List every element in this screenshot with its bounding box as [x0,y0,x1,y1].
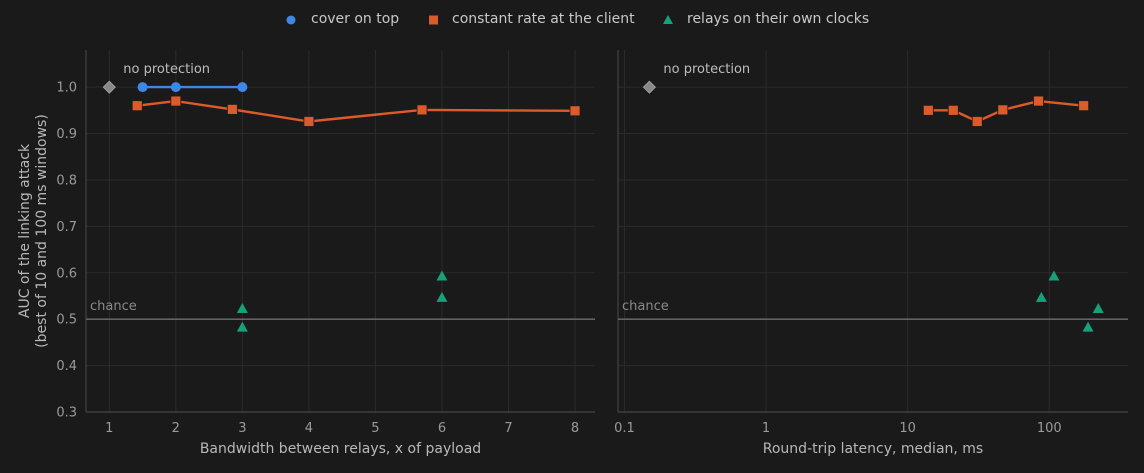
left-x-tick-label: 7 [504,421,512,436]
right-panel: 0.1 1 10 100 Round-trip latency, median, ms c… [614,50,1128,457]
left-chance-label: chance [90,299,137,314]
right-point-relays-on-their-own-clocks [1035,291,1047,302]
right-no-protection-marker [642,80,656,94]
right-chance-label: chance [622,299,669,314]
y-axis-label: AUC of the linking attack(best of 10 and… [17,114,50,348]
legend-marker-relays-clocks [663,15,673,24]
left-x-tick-label: 1 [105,421,113,436]
left-series-line-constant-rate-at-the-client [137,99,576,123]
right-no-protection-label: no protection [663,62,750,77]
left-point-constant-rate-at-the-client [131,100,143,112]
left-point-constant-rate-at-the-client [569,105,581,117]
legend-label-constant-rate: constant rate at the client [452,11,635,27]
legend: cover on top constant rate at the client… [286,11,869,27]
left-point-cover-on-top [170,82,181,93]
right-point-constant-rate-at-the-client [1033,95,1044,107]
right-x-axis-label: Round-trip latency, median, ms [763,441,983,457]
left-x-tick-label: 4 [305,421,313,436]
y-tick-label: 0.8 [56,173,77,188]
y-tick-label: 0.9 [56,127,77,142]
right-point-constant-rate-at-the-client [947,104,959,116]
y-axis-label-line: AUC of the linking attack [17,143,33,318]
right-point-constant-rate-at-the-client [1078,100,1090,112]
legend-marker-cover [286,15,296,25]
right-x-tick-label: 100 [1037,421,1062,436]
right-x-tick-label: 0.1 [614,421,635,436]
y-tick-label: 0.3 [56,406,77,421]
left-point-cover-on-top [237,82,248,93]
left-point-relays-on-their-own-clocks [236,321,248,332]
y-tick-label: 0.6 [56,266,77,281]
left-point-relays-on-their-own-clocks [436,270,448,281]
left-point-constant-rate-at-the-client [303,116,315,127]
y-tick-label: 0.7 [56,220,77,235]
legend-marker-constant-rate [429,15,438,25]
right-point-constant-rate-at-the-client [971,116,983,127]
y-axis-label-line: (best of 10 and 100 ms windows) [34,114,50,348]
y-tick-label: 0.5 [56,313,77,328]
left-x-tick-label: 3 [238,421,246,436]
left-point-constant-rate-at-the-client [170,95,182,107]
legend-label-cover: cover on top [311,11,399,27]
right-point-relays-on-their-own-clocks [1048,270,1060,281]
left-point-constant-rate-at-the-client [416,104,428,116]
legend-label-relays-clocks: relays on their own clocks [687,11,869,27]
left-no-protection-label: no protection [123,62,210,77]
left-x-tick-label: 6 [438,421,446,436]
right-point-constant-rate-at-the-client [922,104,934,116]
left-x-tick-label: 8 [571,421,579,436]
y-tick-label: 1.0 [56,81,77,96]
left-point-relays-on-their-own-clocks [436,291,448,302]
left-point-relays-on-their-own-clocks [236,303,248,314]
right-x-tick-label: 1 [762,421,770,436]
left-no-protection-marker [102,80,116,94]
right-point-relays-on-their-own-clocks [1082,321,1094,332]
left-point-cover-on-top [137,82,148,93]
left-panel: 1 2 3 4 5 6 7 8 0.3 0.4 0.5 0.6 0.7 0.8 0.9 1.0 Bandwidt… [17,50,595,457]
left-x-tick-label: 5 [371,421,379,436]
left-x-tick-label: 2 [172,421,180,436]
right-point-constant-rate-at-the-client [997,104,1009,116]
y-tick-label: 0.4 [56,359,77,374]
left-point-constant-rate-at-the-client [226,104,238,115]
left-x-axis-label: Bandwidth between relays, x of payload [200,441,481,457]
right-x-tick-label: 10 [899,421,916,436]
right-point-relays-on-their-own-clocks [1092,303,1104,314]
